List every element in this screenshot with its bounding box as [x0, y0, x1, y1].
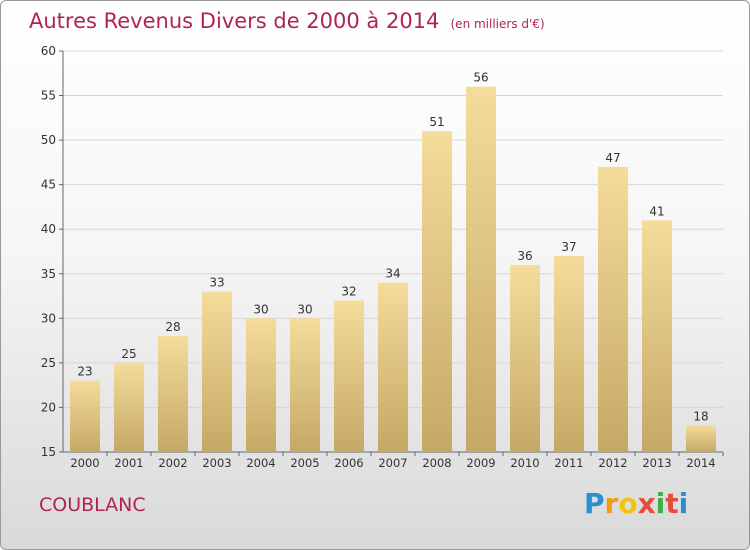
bar-2001: [114, 362, 144, 452]
value-label-2007: 34: [385, 267, 400, 281]
x-tick-label-2010: 2010: [510, 456, 539, 470]
x-tick-label-2011: 2011: [554, 456, 583, 470]
proxiti-logo: Proxiti: [584, 487, 688, 520]
value-label-2009: 56: [473, 71, 488, 85]
place-name: COUBLANC: [39, 494, 146, 516]
y-tick-label: 55: [41, 89, 56, 103]
y-tick-label: 15: [41, 445, 56, 459]
bar-2009: [466, 86, 496, 453]
x-tick-label-2012: 2012: [598, 456, 627, 470]
value-label-2002: 28: [165, 320, 180, 334]
x-tick-label-2008: 2008: [422, 456, 451, 470]
value-label-2003: 33: [209, 276, 224, 290]
x-tick-label-2009: 2009: [466, 456, 495, 470]
bar-2003: [202, 291, 232, 452]
logo-letter: o: [618, 487, 638, 520]
logo-letter: x: [637, 487, 656, 520]
chart-title: Autres Revenus Divers de 2000 à 2014 (en…: [29, 9, 545, 33]
x-tick-label-2004: 2004: [246, 456, 275, 470]
bar-2004: [246, 318, 276, 452]
value-label-2001: 25: [121, 347, 136, 361]
value-label-2006: 32: [341, 285, 356, 299]
bar-2002: [158, 336, 188, 452]
bar-2011: [554, 255, 584, 452]
value-label-2011: 37: [561, 240, 576, 254]
chart-unit-text: (en milliers d'€): [450, 17, 545, 31]
value-label-2014: 18: [693, 409, 708, 423]
x-tick-labels: 2000 2001 2002 2003 2004 2005 2006 2007 2008 2009…: [70, 456, 715, 470]
x-tick-label-2001: 2001: [114, 456, 143, 470]
x-tick-label-2005: 2005: [290, 456, 319, 470]
bar-2007: [378, 282, 408, 452]
y-tick-label: 35: [41, 267, 56, 281]
x-tick-label-2013: 2013: [642, 456, 671, 470]
y-tick-label: 45: [41, 178, 56, 192]
bar-2010: [510, 264, 540, 452]
bar-2005: [290, 318, 320, 452]
y-tick-label: 25: [41, 356, 56, 370]
logo-letter: r: [604, 487, 619, 520]
value-labels: 23 25 28 33 30 30 32 34 51 56 36 37 47 41 18: [77, 71, 708, 424]
bar-2006: [334, 300, 364, 452]
x-tick-label-2002: 2002: [158, 456, 187, 470]
chart-title-text: Autres Revenus Divers de 2000 à 2014: [29, 9, 440, 33]
x-tick-label-2003: 2003: [202, 456, 231, 470]
value-label-2000: 23: [77, 365, 92, 379]
value-label-2004: 30: [253, 302, 268, 316]
logo-letter: t: [665, 487, 679, 520]
bars: [70, 86, 716, 453]
y-tick-labels: 15 20 25 30 35 40 45 50 55 60: [41, 44, 56, 459]
x-tick-label-2014: 2014: [686, 456, 715, 470]
value-label-2008: 51: [429, 115, 444, 129]
logo-letter: i: [678, 487, 689, 520]
y-tick-label: 40: [41, 222, 56, 236]
value-label-2012: 47: [605, 151, 620, 165]
bar-2014: [686, 425, 716, 452]
bar-2008: [422, 131, 452, 452]
bar-2000: [70, 380, 100, 452]
logo-letter: i: [655, 487, 666, 520]
bar-2012: [598, 166, 628, 452]
value-label-2013: 41: [649, 204, 664, 218]
x-tick-label-2007: 2007: [378, 456, 407, 470]
value-label-2005: 30: [297, 302, 312, 316]
x-tick-label-2006: 2006: [334, 456, 363, 470]
logo-letter: P: [584, 487, 605, 520]
y-tick-label: 20: [41, 400, 56, 414]
y-tick-label: 50: [41, 133, 56, 147]
y-tick-label: 60: [41, 44, 56, 58]
value-label-2010: 36: [517, 249, 532, 263]
x-tick-label-2000: 2000: [70, 456, 99, 470]
bar-2013: [642, 220, 672, 452]
y-tick-label: 30: [41, 311, 56, 325]
